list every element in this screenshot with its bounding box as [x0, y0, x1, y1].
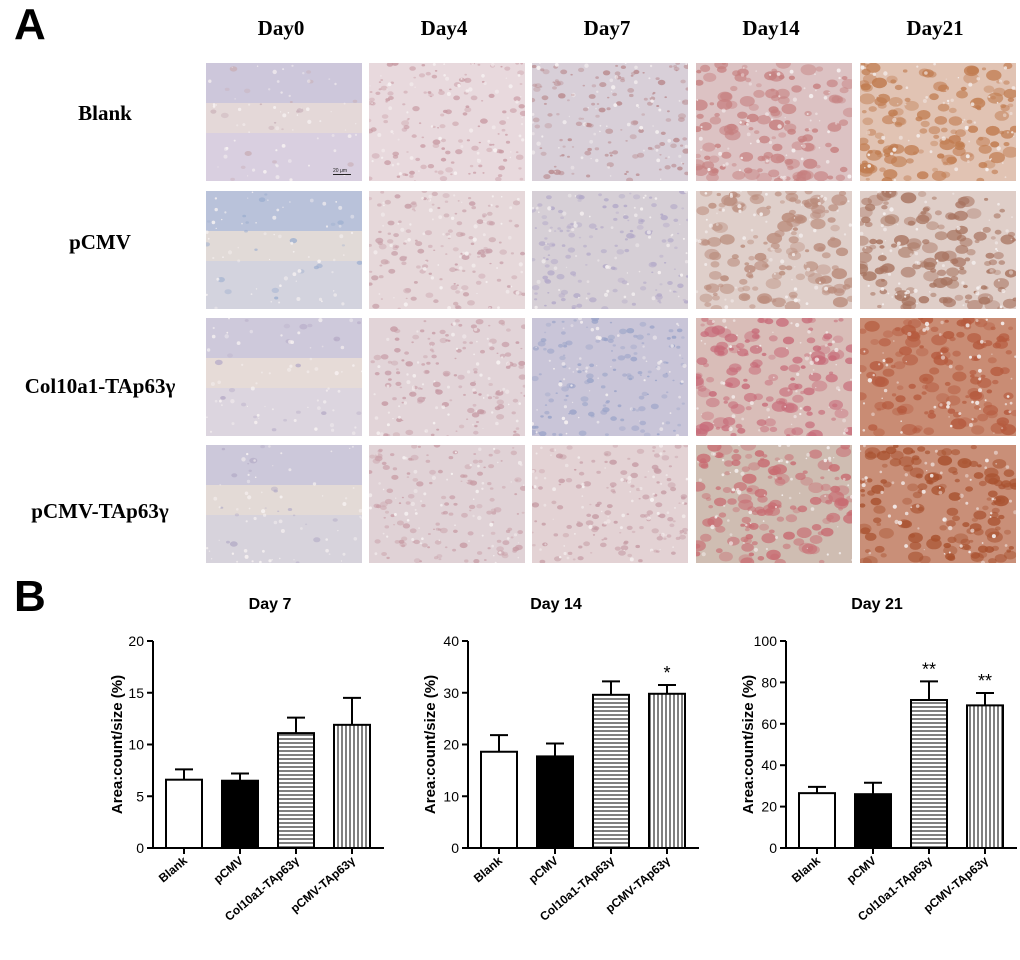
micrograph-2-2	[369, 191, 525, 309]
x-tick-label: Blank	[471, 853, 505, 885]
micrograph-4-4	[696, 445, 852, 563]
chart-title: Day 7	[249, 596, 292, 613]
bar-4	[333, 723, 371, 850]
micrograph-1-3	[532, 63, 688, 181]
y-tick-label: 0	[451, 840, 459, 856]
panel-a-letter: A	[14, 0, 46, 49]
y-tick-label: 10	[443, 788, 459, 804]
bar-4	[648, 692, 686, 849]
significance-annotation: *	[663, 663, 670, 683]
micrograph-3-1	[206, 318, 362, 436]
x-tick-label: pCMV	[211, 854, 246, 887]
micrograph-2-5	[860, 191, 1016, 309]
y-tick-label: 0	[769, 840, 777, 856]
panel-b-letter: B	[14, 572, 46, 621]
y-tick-label: 60	[761, 716, 777, 732]
y-axis-label: Area:count/size (%)	[422, 675, 439, 814]
y-tick-label: 10	[128, 737, 144, 753]
bar-1	[165, 778, 203, 849]
row-label-blank: Blank	[78, 101, 132, 125]
column-header-day21: Day21	[906, 16, 964, 40]
y-axis-label: Area:count/size (%)	[109, 675, 126, 814]
x-tick-label: pCMV	[526, 854, 561, 887]
x-tick-label: Blank	[789, 853, 823, 885]
micrograph-3-3	[532, 318, 688, 436]
y-tick-label: 80	[761, 674, 777, 690]
y-tick-label: 20	[128, 633, 144, 649]
y-tick-label: 5	[136, 788, 144, 804]
y-tick-label: 20	[443, 737, 459, 753]
row-label-pcmv-tap63g: pCMV-TAp63γ	[31, 499, 169, 523]
x-tick-label: Blank	[156, 853, 190, 885]
bar-4	[966, 704, 1004, 849]
bar-2	[854, 793, 892, 849]
significance-annotation: **	[978, 671, 992, 691]
micrograph-3-4	[696, 318, 852, 436]
row-label-pcmv: pCMV	[69, 230, 131, 254]
bar-1	[480, 750, 518, 849]
scale-bar-line	[333, 174, 351, 175]
bar-3	[277, 732, 315, 850]
micrograph-1-5	[860, 63, 1016, 181]
y-tick-label: 20	[761, 799, 777, 815]
bar-charts: Day 7 Area:count/size (%) 0 5 10 15 20 Blank pCM…	[109, 596, 1017, 924]
x-tick-label: pCMV	[844, 854, 879, 887]
micrograph-4-2	[369, 445, 525, 563]
significance-annotation: **	[922, 659, 936, 679]
scale-bar-label: 20 μm	[333, 168, 347, 174]
bar-2	[221, 779, 259, 850]
bar-3	[592, 693, 630, 849]
micrograph-4-5	[860, 445, 1016, 563]
y-tick-label: 0	[136, 840, 144, 856]
bar-3	[910, 698, 948, 850]
micrograph-3-2	[369, 318, 525, 436]
y-tick-label: 40	[761, 757, 777, 773]
micrograph-2-1	[206, 191, 362, 309]
y-tick-label: 15	[128, 685, 144, 701]
bar-2	[536, 755, 574, 849]
micrograph-1-2	[369, 63, 525, 181]
y-axis-label: Area:count/size (%)	[740, 675, 757, 814]
micrograph-3-5	[860, 318, 1016, 436]
column-header-day14: Day14	[742, 16, 800, 40]
micrograph-4-3	[532, 445, 688, 563]
column-header-day0: Day0	[257, 16, 305, 40]
row-label-col10a1-tap63g: Col10a1-TAp63γ	[24, 374, 176, 398]
column-header-day7: Day7	[583, 16, 631, 40]
bar-1	[798, 792, 836, 850]
chart-title: Day 21	[851, 596, 903, 613]
chart-title: Day 14	[530, 596, 582, 613]
y-tick-label: 40	[443, 633, 459, 649]
micrograph-1-4	[696, 63, 852, 181]
column-header-day4: Day4	[420, 16, 468, 40]
micrograph-1-1	[206, 63, 362, 181]
y-tick-label: 100	[754, 633, 778, 649]
micrograph-4-1	[206, 445, 362, 563]
micrograph-2-4	[696, 191, 852, 309]
y-tick-label: 30	[443, 685, 459, 701]
micrograph-2-3	[532, 191, 688, 309]
